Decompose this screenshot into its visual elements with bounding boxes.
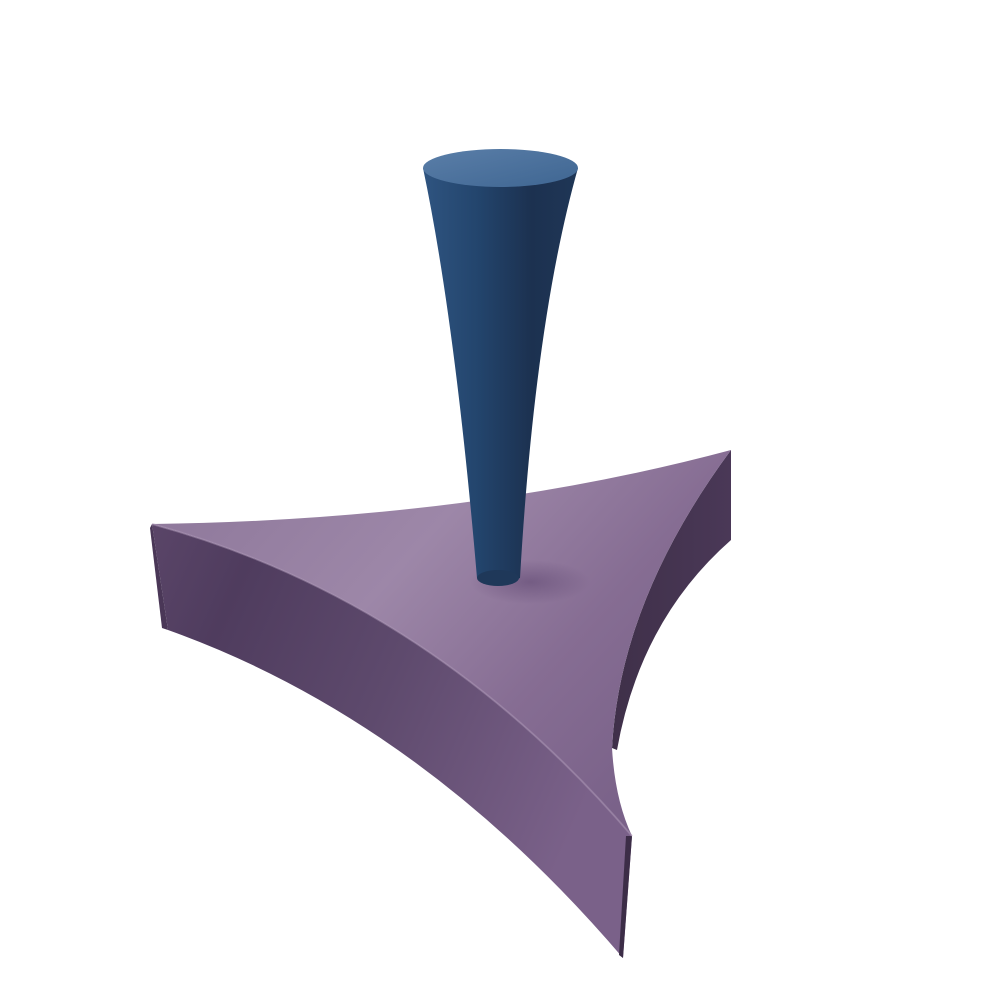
base-bottom-tip bbox=[619, 836, 632, 958]
concave-triangular-base bbox=[150, 450, 731, 958]
post-bottom-cap bbox=[477, 570, 519, 586]
base-top-face bbox=[152, 450, 731, 836]
base-right-wall bbox=[612, 450, 731, 750]
base-front-wall bbox=[152, 524, 632, 958]
base-top-edge-highlight bbox=[151, 523, 633, 837]
base-left-end bbox=[150, 524, 168, 630]
tapered-post bbox=[423, 149, 578, 586]
post-body bbox=[423, 168, 578, 584]
post-top-cap bbox=[423, 149, 578, 187]
